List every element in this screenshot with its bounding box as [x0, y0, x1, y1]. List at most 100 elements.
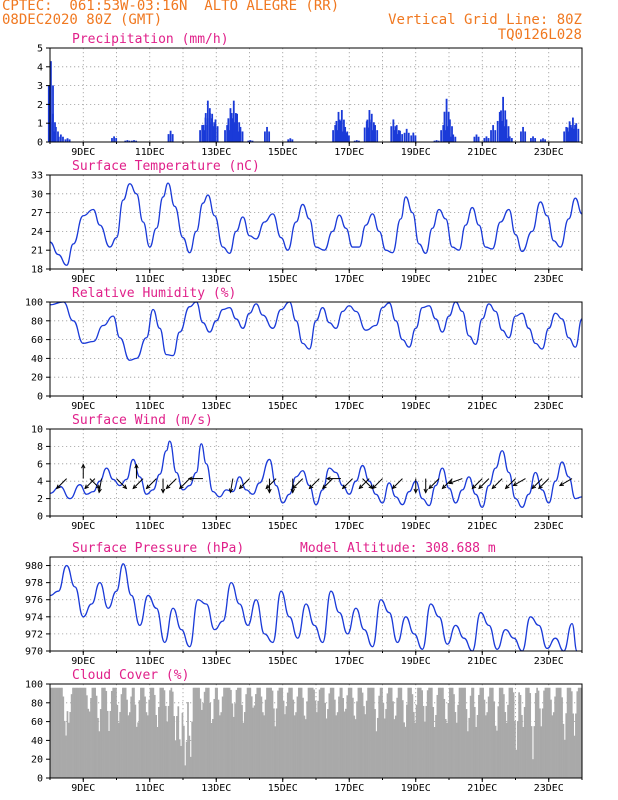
precip-bar: [433, 140, 436, 142]
precip-bar: [57, 136, 60, 142]
cloud-bar: [321, 687, 324, 778]
precip-bar: [397, 134, 399, 142]
series-line: [49, 301, 583, 361]
cloud-bar: [162, 687, 164, 778]
cloud-bar: [303, 715, 306, 778]
wind-arrow-head: [97, 488, 102, 494]
y-tick-label: 20: [31, 755, 43, 766]
cloud-bar: [148, 699, 151, 778]
cloud-bar: [561, 697, 563, 778]
precip-bar: [264, 131, 266, 142]
cloud-bar: [371, 687, 374, 778]
cloud-bar: [497, 706, 500, 778]
cloud-bar: [74, 687, 77, 778]
x-tick-label: 19DEC: [401, 147, 431, 158]
cloud-bar: [296, 696, 299, 778]
cloud-bar: [84, 687, 87, 778]
y-tick-label: 21: [31, 246, 43, 257]
precip-bar: [475, 134, 478, 142]
precip-bar: [335, 120, 338, 142]
cloud-bar: [108, 731, 110, 778]
cloud-bar: [473, 706, 476, 778]
cloud-bar: [264, 699, 267, 778]
y-tick-label: 60: [31, 335, 43, 346]
cloud-bar: [309, 687, 311, 778]
cloud-bar: [514, 721, 516, 778]
y-tick-label: 0: [37, 774, 43, 785]
wind-arrow-shaft: [132, 478, 144, 489]
x-tick-label: 15DEC: [268, 274, 298, 285]
cloud-bar: [110, 690, 113, 778]
cloud-bar: [471, 687, 473, 778]
x-tick-label: 23DEC: [534, 656, 564, 667]
cloud-bar: [570, 691, 573, 778]
precip-bar: [449, 119, 451, 142]
y-tick-label: 976: [25, 595, 43, 606]
cloud-bar: [105, 690, 108, 778]
cloud-bar: [299, 687, 302, 778]
cloud-bar: [81, 687, 84, 778]
cloud-bar: [207, 687, 210, 778]
x-tick-label: 17DEC: [334, 147, 364, 158]
precip-bar: [407, 132, 410, 142]
y-tick-label: 24: [31, 227, 43, 238]
x-tick-label: 21DEC: [467, 656, 497, 667]
cloud-bar: [516, 721, 519, 778]
panel-title: Relative Humidity (%): [72, 286, 236, 301]
cloud-bar: [128, 712, 131, 778]
y-tick-label: 1: [37, 119, 43, 130]
wind-arrow-head: [441, 484, 447, 490]
cloud-bar: [525, 687, 527, 778]
wind-arrow-shaft: [513, 478, 526, 487]
precip-bar: [47, 85, 50, 142]
cloud-bar: [95, 695, 98, 778]
y-tick-label: 18: [31, 265, 43, 276]
y-tick-label: 30: [31, 189, 43, 200]
precip-bar: [522, 126, 524, 142]
wind-arrow-shaft: [448, 478, 463, 484]
cloud-bar: [169, 690, 171, 778]
x-tick-label: 11DEC: [135, 783, 165, 794]
cloud-bar: [399, 687, 401, 778]
cloud-bar: [284, 714, 286, 778]
cloud-bar: [177, 706, 180, 778]
cloud-bar: [292, 699, 295, 778]
cloud-bar: [256, 687, 259, 778]
x-tick-label: 23DEC: [534, 401, 564, 412]
x-tick-label: 15DEC: [268, 656, 298, 667]
x-tick-label: 19DEC: [401, 521, 431, 532]
precip-bar: [483, 138, 486, 142]
cloud-bar: [401, 700, 404, 778]
series-line: [49, 440, 583, 508]
cloud-bar: [544, 687, 547, 778]
wind-arrow-shaft: [179, 478, 191, 489]
precip-bar: [334, 125, 337, 142]
cloud-bar: [479, 687, 482, 778]
cloud-bar: [248, 687, 250, 778]
cloud-bar: [460, 687, 462, 778]
cloud-bar: [338, 696, 340, 778]
cloud-bar: [552, 712, 555, 778]
precip-bar: [440, 130, 443, 142]
precip-bar: [64, 139, 67, 142]
precip-bar: [241, 131, 244, 142]
cloud-bar: [83, 687, 85, 778]
cloud-bar: [374, 709, 376, 778]
cloud-bar: [314, 700, 317, 778]
precip-bar: [370, 113, 373, 142]
cloud-bar: [257, 687, 260, 778]
cloud-bar: [515, 749, 518, 778]
precip-bar: [226, 125, 229, 142]
precip-bar: [343, 119, 345, 142]
wind-arrow-head: [290, 488, 295, 494]
cloud-bar: [307, 687, 310, 778]
cloud-bar: [457, 704, 459, 778]
cloud-bar: [65, 735, 67, 778]
cloud-bar: [559, 687, 562, 778]
x-tick-label: 13DEC: [201, 274, 231, 285]
precip-bar: [229, 108, 232, 142]
x-tick-label: 21DEC: [467, 401, 497, 412]
precip-bar: [340, 110, 343, 142]
cloud-bar: [550, 699, 552, 778]
cloud-bar: [97, 717, 99, 778]
